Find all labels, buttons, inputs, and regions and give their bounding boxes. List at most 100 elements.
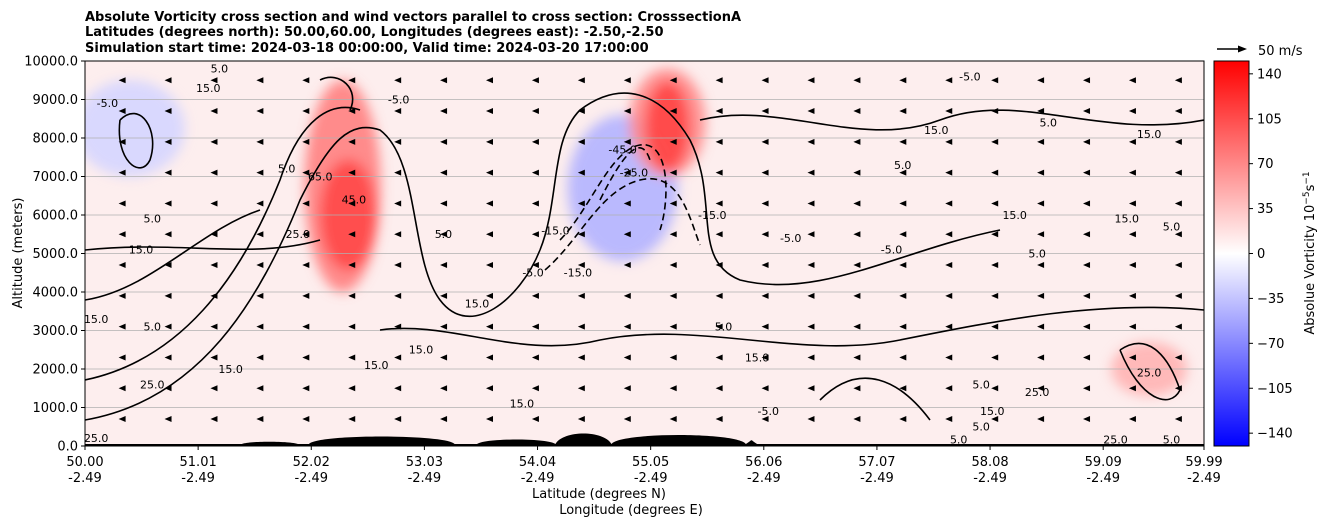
- wind-vector-218: [210, 138, 218, 145]
- wind-vector-174: [394, 200, 402, 207]
- wind-vector-5: [348, 416, 356, 423]
- wind-vector-168: [118, 200, 126, 207]
- wind-vector-152: [486, 231, 494, 238]
- wind-vector-115: [991, 292, 999, 299]
- wind-vector-266: [210, 77, 218, 84]
- wind-vector-271: [440, 77, 448, 84]
- wind-vector-137: [899, 262, 907, 269]
- y-tick-label-8: 8000.0: [33, 132, 79, 147]
- wind-vector-251: [623, 108, 631, 115]
- wind-vector-240: [118, 108, 126, 115]
- wind-vector-199: [440, 169, 448, 176]
- x-tick-lon-5: -2.49: [634, 471, 668, 486]
- contour-line-2: [539, 92, 1001, 286]
- wind-vector-156: [669, 231, 677, 238]
- contour-label-0: -5.0: [959, 70, 980, 83]
- chart-title-line-2: Latitudes (degrees north): 50.00,60.00, …: [85, 25, 664, 40]
- wind-vector-43: [991, 385, 999, 392]
- colorbar-tick-label-2: 70: [1257, 157, 1274, 172]
- contour-label-21: 15.0: [409, 344, 434, 357]
- wind-vector-111: [807, 292, 815, 299]
- wind-vector-131: [623, 262, 631, 269]
- contour-label-39: 5.0: [972, 421, 990, 434]
- wind-vector-274: [577, 77, 585, 84]
- wind-vector-229: [715, 138, 723, 145]
- wind-vector-164: [1037, 231, 1045, 238]
- contour-label-5: -15.0: [698, 209, 726, 222]
- contour-label-40: 15.0: [510, 398, 535, 411]
- wind-vector-7: [440, 416, 448, 423]
- wind-vector-163: [991, 231, 999, 238]
- wind-vector-57: [531, 354, 539, 361]
- wind-vector-228: [669, 138, 677, 145]
- wind-vector-223: [440, 138, 448, 145]
- wind-vector-236: [1037, 138, 1045, 145]
- wind-vector-22: [1128, 416, 1136, 423]
- wind-vector-272: [486, 77, 494, 84]
- contour-label-47: 5.0: [278, 163, 296, 176]
- wind-vector-73: [164, 323, 172, 330]
- wind-vector-53: [348, 354, 356, 361]
- colorbar-tick-label-0: 140: [1257, 67, 1282, 82]
- wind-vector-106: [577, 292, 585, 299]
- wind-vectors: [118, 77, 1182, 423]
- wind-vector-262: [1128, 108, 1136, 115]
- wind-vector-151: [440, 231, 448, 238]
- wind-vector-20: [1037, 416, 1045, 423]
- contour-label-27: -5.0: [881, 244, 902, 257]
- wind-vector-248: [486, 108, 494, 115]
- wind-vector-82: [577, 323, 585, 330]
- wind-vector-194: [210, 169, 218, 176]
- wind-vector-27: [256, 385, 264, 392]
- wind-vector-185: [899, 200, 907, 207]
- wind-vector-261: [1083, 108, 1091, 115]
- contour-label-3: 15.0: [1137, 128, 1162, 141]
- wind-vector-232: [853, 138, 861, 145]
- wind-vector-94: [1128, 323, 1136, 330]
- wind-vector-278: [761, 77, 769, 84]
- x-tick-lat-8: 58.08: [971, 455, 1008, 470]
- wind-vector-255: [807, 108, 815, 115]
- contour-label-13: 45.0: [342, 193, 367, 206]
- wind-vector-180: [669, 200, 677, 207]
- wind-vector-61: [715, 354, 723, 361]
- wind-vector-142: [1128, 262, 1136, 269]
- wind-vector-154: [577, 231, 585, 238]
- wind-vector-264: [118, 77, 126, 84]
- colorbar-tick-label-1: 105: [1257, 112, 1282, 127]
- y-tick-label-10: 10000.0: [24, 55, 78, 70]
- wind-vector-79: [440, 323, 448, 330]
- wind-vector-220: [302, 138, 310, 145]
- wind-vector-246: [394, 108, 402, 115]
- wind-vector-17: [899, 416, 907, 423]
- colorbar-label-unit: s: [1303, 184, 1318, 191]
- wind-vector-213: [1083, 169, 1091, 176]
- wind-vector-118: [1128, 292, 1136, 299]
- wind-vector-47: [1174, 385, 1182, 392]
- x-tick-lat-6: 56.06: [745, 455, 782, 470]
- colorbar-gradient: [1213, 60, 1250, 447]
- x-tick-lat-2: 52.02: [293, 455, 330, 470]
- quiver-key-arrowhead: [1238, 45, 1247, 53]
- wind-vector-287: [1174, 77, 1182, 84]
- wind-vector-192: [118, 169, 126, 176]
- wind-vector-65: [899, 354, 907, 361]
- wind-vector-101: [348, 292, 356, 299]
- wind-vector-75: [256, 323, 264, 330]
- wind-vector-14: [761, 416, 769, 423]
- wind-vector-241: [164, 108, 172, 115]
- x-tick-lon-10: -2.49: [1187, 471, 1221, 486]
- wind-vector-48: [118, 354, 126, 361]
- wind-vector-193: [164, 169, 172, 176]
- wind-vector-283: [991, 77, 999, 84]
- wind-vector-226: [577, 138, 585, 145]
- wind-vector-158: [761, 231, 769, 238]
- wind-vector-209: [899, 169, 907, 176]
- x-tick-lat-0: 50.00: [66, 455, 103, 470]
- contour-label-31: 5.0: [1028, 247, 1046, 260]
- wind-vector-284: [1037, 77, 1045, 84]
- wind-vector-203: [623, 169, 631, 176]
- contour-label-20: 15.0: [364, 359, 389, 372]
- wind-vector-257: [899, 108, 907, 115]
